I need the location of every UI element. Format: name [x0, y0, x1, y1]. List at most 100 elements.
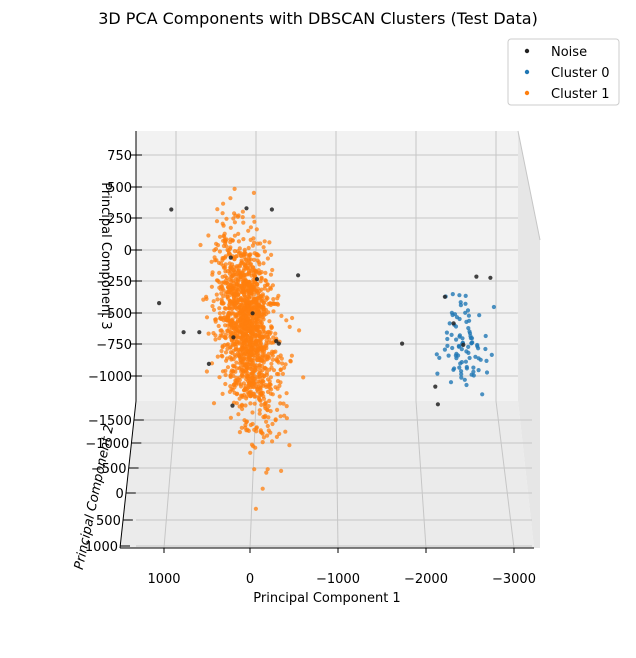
cluster-1-point — [254, 252, 259, 257]
x-tick-label: 1000 — [147, 572, 180, 587]
cluster-1-point — [289, 353, 294, 358]
cluster-1-point — [242, 341, 247, 346]
cluster-1-point — [260, 372, 265, 378]
cluster-1-point — [240, 368, 245, 373]
cluster-1-point — [245, 316, 251, 321]
cluster-1-point — [283, 362, 288, 367]
cluster-0-point — [456, 344, 461, 349]
grid-line-floor-x — [415, 400, 427, 549]
cluster-0-point — [449, 332, 454, 337]
cluster-1-point — [217, 285, 222, 290]
cluster-1-point — [274, 357, 279, 362]
cluster-1-point — [263, 297, 269, 302]
cluster-1-point — [209, 259, 214, 264]
legend-label-cluster-1: Cluster 1 — [551, 87, 610, 102]
cluster-1-point — [225, 346, 230, 351]
cluster-1-point — [238, 274, 243, 279]
cluster-1-point — [254, 351, 259, 357]
cluster-1-point — [248, 290, 253, 295]
cluster-1-point — [261, 435, 266, 440]
cluster-0-point — [477, 313, 482, 318]
cluster-1-point — [251, 214, 256, 219]
noise-point — [296, 273, 301, 278]
cluster-1-point — [241, 381, 246, 386]
cluster-1-point — [288, 359, 293, 364]
cluster-1-point — [255, 258, 260, 263]
cluster-1-point — [271, 309, 276, 314]
cluster-1-point — [215, 354, 220, 359]
cluster-1-point — [278, 401, 283, 406]
y-tick-label: −1500 — [88, 414, 132, 429]
cluster-1-point — [257, 408, 262, 413]
cluster-1-point — [264, 419, 269, 424]
cluster-1-point — [231, 268, 236, 273]
cluster-1-point — [241, 252, 246, 257]
cluster-1-point — [235, 351, 240, 356]
cluster-1-point — [223, 350, 229, 355]
cluster-1-point — [256, 338, 261, 343]
cluster-1-point — [280, 371, 285, 376]
cluster-1-point — [244, 394, 250, 399]
cluster-1-point — [236, 287, 241, 292]
cluster-1-point — [250, 265, 255, 270]
legend-frame — [507, 38, 620, 106]
cluster-1-point — [252, 280, 257, 285]
cluster-1-point — [255, 241, 260, 246]
cluster-1-point — [261, 394, 266, 399]
cluster-1-point — [280, 361, 285, 366]
cluster-1-point — [256, 306, 261, 311]
cluster-1-point — [282, 365, 287, 370]
cluster-1-point — [214, 292, 219, 297]
z-axis-label: Principal Component 3 — [98, 182, 113, 329]
cluster-1-point — [268, 272, 274, 277]
cluster-1-point — [204, 369, 209, 374]
cluster-1-point — [201, 297, 206, 302]
cluster-1-point — [234, 378, 239, 383]
cluster-0-point — [446, 353, 451, 358]
cluster-1-point — [217, 270, 222, 275]
cluster-1-point — [260, 345, 265, 350]
cluster-0-point — [464, 382, 469, 388]
cluster-0-point — [469, 336, 475, 341]
cluster-1-point — [249, 346, 254, 351]
cluster-0-point — [452, 366, 457, 371]
cluster-0-point — [464, 364, 469, 370]
cluster-1-point — [210, 304, 215, 309]
cluster-1-point — [225, 290, 230, 295]
cluster-1-point — [262, 249, 267, 254]
cluster-1-point — [217, 311, 222, 316]
cluster-0-point — [483, 346, 488, 352]
cluster-0-point — [445, 336, 450, 342]
cluster-1-point — [255, 387, 260, 392]
cluster-1-point — [276, 293, 281, 298]
cluster-0-point — [457, 293, 462, 298]
cluster-1-point — [277, 394, 282, 399]
grid-line-floor-x — [249, 400, 257, 549]
noise-point — [231, 335, 236, 340]
cluster-0-point — [459, 372, 464, 377]
x-axis-label: Principal Component 1 — [253, 591, 400, 606]
cluster-1-point — [252, 394, 257, 399]
noise-point — [474, 274, 479, 279]
cluster-1-point — [244, 368, 249, 373]
cluster-1-point — [224, 280, 230, 285]
cluster-1-point — [243, 338, 248, 343]
cluster-1-point — [233, 354, 238, 359]
cluster-0-point — [448, 380, 454, 385]
cluster-1-point — [228, 298, 233, 304]
y-tick-label: −500 — [91, 462, 127, 477]
cluster-1-point — [216, 260, 222, 265]
cluster-1-point — [221, 243, 226, 249]
cluster-1-point — [281, 401, 286, 406]
cluster-1-point — [232, 233, 237, 238]
cluster-1-point — [279, 468, 284, 473]
cluster-1-point — [231, 343, 236, 348]
cluster-1-point — [249, 273, 254, 278]
cluster-1-point — [278, 353, 283, 358]
cluster-0-point — [456, 353, 461, 358]
cluster-1-point — [248, 268, 253, 273]
cluster-1-point — [228, 196, 233, 201]
cluster-0-point — [491, 304, 496, 310]
cluster-1-point — [267, 240, 272, 245]
cluster-1-point — [250, 421, 255, 427]
